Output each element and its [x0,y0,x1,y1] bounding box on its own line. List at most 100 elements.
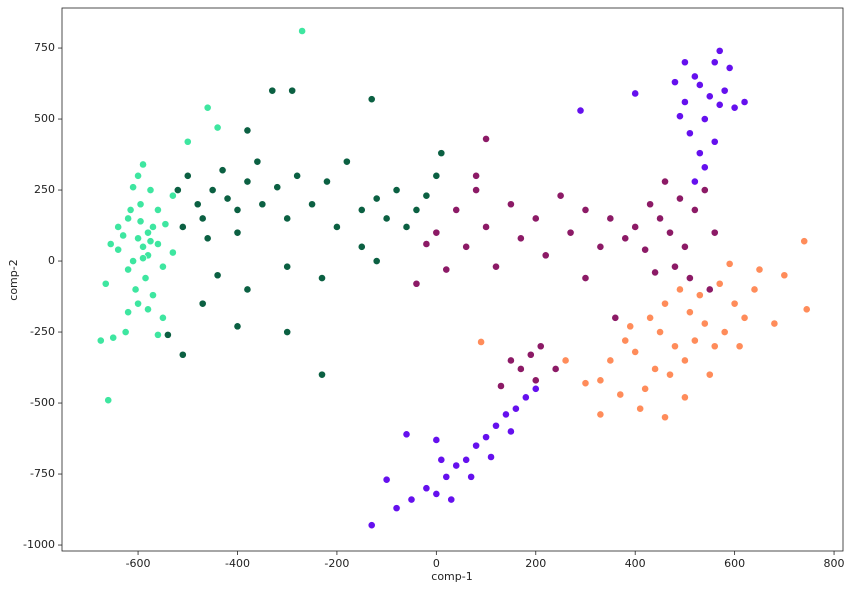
point [685,274,694,282]
point [124,308,133,317]
point [318,274,326,282]
point [213,123,222,132]
point [541,251,550,260]
point [213,271,222,280]
point [556,191,565,200]
point [576,106,585,115]
point [178,350,187,359]
point [101,279,110,288]
point [432,490,441,498]
point [551,365,560,373]
point [159,262,167,271]
point [472,186,481,194]
point [146,186,155,194]
point [273,183,282,192]
point [467,472,476,481]
point [154,206,162,214]
point [447,495,456,504]
point [233,228,242,237]
point [134,171,142,180]
point [442,472,451,481]
point [243,285,252,294]
point [685,308,694,317]
point [710,342,719,351]
x-tick-label: 0 [433,557,440,570]
point [318,370,326,379]
point [581,379,590,388]
point [681,242,689,251]
point [631,223,640,231]
y-tick-label: -1000 [23,538,55,551]
point [681,393,689,402]
point [700,115,709,123]
point [581,206,590,214]
point [159,313,167,322]
point [126,206,135,214]
point [516,365,525,373]
point [402,430,411,439]
point [715,46,724,55]
point [437,455,446,464]
point [392,504,401,513]
point [725,64,734,72]
point [536,342,545,351]
plot-frame [61,7,844,552]
y-tick-label: 750 [34,41,55,54]
point [198,214,207,223]
point [258,200,267,209]
point [342,157,351,166]
point [114,245,123,254]
x-axis-label: comp-1 [431,570,472,583]
point [700,163,709,172]
point [109,333,118,342]
point [596,410,605,419]
point [482,135,490,143]
point [422,240,431,248]
point [382,214,391,223]
x-tick-label: 600 [724,557,745,570]
point [755,265,764,274]
point [656,328,664,336]
point [690,206,699,214]
point [581,274,590,282]
point [119,231,128,240]
point [661,413,669,422]
point [472,441,481,450]
point [641,245,650,254]
point [268,86,277,95]
point [218,166,227,175]
point [392,186,401,194]
point [611,313,620,322]
point [676,194,684,203]
point [407,495,416,504]
point [651,365,659,373]
point [131,285,140,294]
point [671,78,679,87]
point [566,228,575,237]
point [96,336,105,345]
point [507,356,515,365]
point [800,237,809,246]
point [710,137,719,146]
point [690,72,699,81]
point [705,285,714,294]
point [283,214,292,223]
point [656,214,664,223]
point [681,356,689,365]
point [631,348,640,356]
point [671,342,679,351]
point [596,376,605,385]
point [139,160,147,169]
point [730,299,739,308]
point [114,223,123,231]
point [492,262,500,271]
point [705,92,714,101]
point [511,404,520,413]
point [641,384,650,393]
point [740,98,749,106]
point [710,58,719,67]
point [730,103,739,112]
point [770,319,779,328]
point [402,223,411,231]
point [671,262,679,271]
